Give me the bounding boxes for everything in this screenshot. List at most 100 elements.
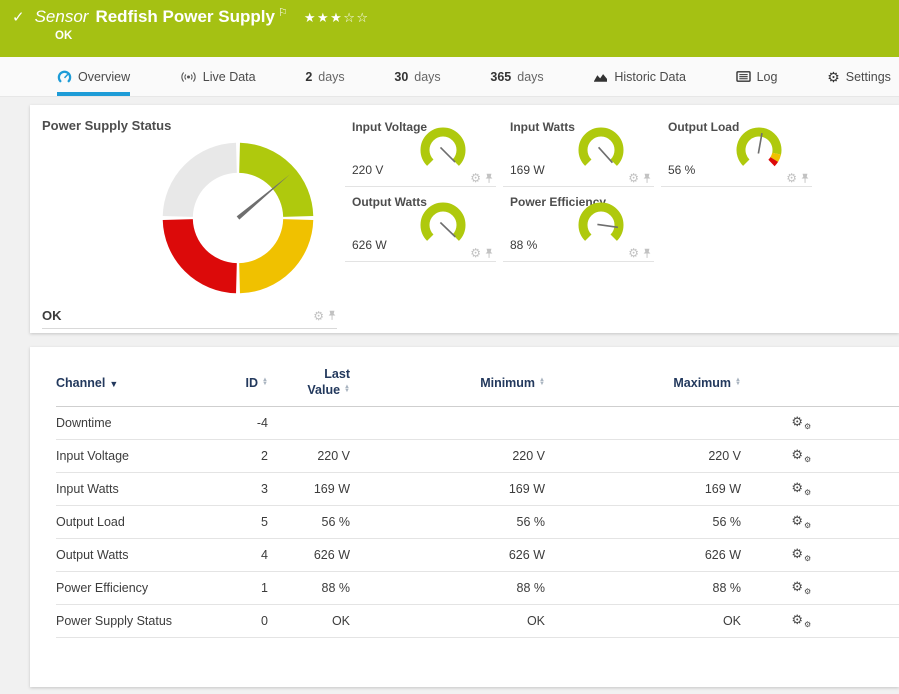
table-row: Downtime -4 ⚙ ⚙ bbox=[56, 407, 899, 440]
cell-channel: Power Supply Status bbox=[56, 614, 173, 628]
gauge-tile: Output Load 56 % ⚙ bbox=[661, 112, 812, 187]
table-header-row: Channel ▼ ID ▲ ▼ Last Value ▲ ▼ Minimum ▲ ▼ Max… bbox=[56, 359, 899, 407]
col-header-maximum[interactable]: Maximum ▲ ▼ bbox=[673, 375, 741, 390]
col-header-last-value[interactable]: Last Value ▲ ▼ bbox=[307, 366, 350, 397]
sort-icon: ▲ ▼ bbox=[735, 377, 741, 388]
cell-id: 2 bbox=[261, 449, 268, 463]
gauge-settings-gear-icon[interactable]: ⚙ bbox=[470, 246, 481, 260]
col-header-minimum[interactable]: Minimum ▲ ▼ bbox=[480, 375, 545, 390]
pin-icon[interactable] bbox=[642, 248, 652, 259]
sensor-header: ✓ Sensor Redfish Power Supply ⚐ ★★★☆☆ OK bbox=[0, 0, 899, 57]
gauge-settings-gear-icon[interactable]: ⚙ bbox=[628, 171, 639, 185]
tab-historic-data[interactable]: Historic Data bbox=[593, 57, 686, 96]
gauge-tile-label: Input Watts bbox=[510, 120, 575, 134]
cell-channel: Downtime bbox=[56, 416, 112, 430]
cell-channel: Power Efficiency bbox=[56, 581, 149, 595]
gauge-tile-value: 88 % bbox=[510, 238, 538, 252]
status-gauge-tile: Power Supply Status OK ⚙ bbox=[30, 105, 345, 333]
tab-365-days[interactable]: 365 days bbox=[490, 69, 544, 84]
gear-icon: ⚙ bbox=[827, 68, 840, 85]
sensor-status-text: OK bbox=[55, 30, 73, 42]
tab-2-days[interactable]: 2 days bbox=[305, 69, 345, 84]
gauge-tile: Output Watts 626 W ⚙ bbox=[345, 187, 496, 262]
gauge-tile-value: 626 W bbox=[352, 238, 387, 252]
cell-channel: Output Load bbox=[56, 515, 125, 529]
priority-stars[interactable]: ★★★☆☆ bbox=[303, 10, 370, 25]
gauge-icon bbox=[57, 69, 72, 84]
cell-minimum: 169 W bbox=[508, 482, 545, 496]
table-row: Power Efficiency 1 88 % 88 % 88 % ⚙ ⚙ bbox=[56, 572, 899, 605]
cell-last-value: 88 % bbox=[321, 581, 351, 595]
cell-minimum: 56 % bbox=[516, 515, 546, 529]
sort-icon: ▲ ▼ bbox=[344, 384, 350, 395]
gauge-tile-value: 220 V bbox=[352, 163, 384, 177]
gauge-settings-gear-icon[interactable]: ⚙ bbox=[786, 171, 797, 185]
pin-icon[interactable] bbox=[642, 173, 652, 184]
cell-minimum: OK bbox=[526, 614, 545, 628]
cell-last-value: 169 W bbox=[313, 482, 350, 496]
tab-log[interactable]: Log bbox=[735, 57, 777, 96]
status-gauge bbox=[162, 142, 314, 294]
cell-minimum: 220 V bbox=[512, 449, 545, 463]
cell-maximum: 169 W bbox=[704, 482, 741, 496]
content-area: Power Supply Status OK ⚙ Input Voltage bbox=[0, 97, 899, 687]
cell-last-value: 220 V bbox=[317, 449, 350, 463]
tab-30-days[interactable]: 30 days bbox=[394, 69, 441, 84]
pin-icon[interactable] bbox=[484, 173, 494, 184]
gauge-tile: Input Voltage 220 V ⚙ bbox=[345, 112, 496, 187]
sort-icon: ▲ ▼ bbox=[539, 377, 545, 388]
gauges-panel: Power Supply Status OK ⚙ Input Voltage bbox=[30, 105, 899, 333]
channels-panel: Channel ▼ ID ▲ ▼ Last Value ▲ ▼ Minimum ▲ ▼ Max… bbox=[30, 347, 899, 687]
col-header-id[interactable]: ID ▲ ▼ bbox=[245, 375, 268, 390]
gauge-tile-label: Input Voltage bbox=[352, 120, 428, 134]
gauge-settings-gear-icon[interactable]: ⚙ bbox=[628, 246, 639, 260]
mini-gauge bbox=[574, 123, 628, 182]
pin-icon[interactable] bbox=[327, 310, 337, 321]
table-row: Input Voltage 2 220 V 220 V 220 V ⚙ ⚙ bbox=[56, 440, 899, 473]
gauge-settings-gear-icon[interactable]: ⚙ bbox=[313, 308, 324, 323]
cell-channel: Input Watts bbox=[56, 482, 119, 496]
tab-bar: Overview Live Data 2 days 30 days 365 da… bbox=[0, 57, 899, 97]
col-header-channel[interactable]: Channel ▼ bbox=[56, 375, 119, 390]
gauge-tile: Input Watts 169 W ⚙ bbox=[503, 112, 654, 187]
cell-id: 1 bbox=[261, 581, 268, 595]
pin-icon[interactable] bbox=[484, 248, 494, 259]
cell-last-value: 626 W bbox=[313, 548, 350, 562]
cell-maximum: 56 % bbox=[712, 515, 742, 529]
flag-icon[interactable]: ⚐ bbox=[277, 7, 288, 19]
sort-desc-icon: ▼ bbox=[109, 378, 119, 389]
gauge-tile-label: Power Efficiency bbox=[510, 195, 607, 209]
tab-overview[interactable]: Overview bbox=[57, 57, 131, 96]
cell-id: 4 bbox=[261, 548, 268, 562]
cell-last-value: OK bbox=[331, 614, 350, 628]
table-row: Power Supply Status 0 OK OK OK ⚙ ⚙ bbox=[56, 605, 899, 638]
status-check-icon: ✓ bbox=[12, 9, 25, 26]
table-body: Downtime -4 ⚙ ⚙ Input Voltage 2 220 V 220… bbox=[56, 407, 899, 638]
area-chart-icon bbox=[593, 70, 608, 83]
gauge-tile-value: 169 W bbox=[510, 163, 545, 177]
cell-channel: Output Watts bbox=[56, 548, 129, 562]
tab-live-data[interactable]: Live Data bbox=[180, 57, 256, 96]
gauge-settings-gear-icon[interactable]: ⚙ bbox=[470, 171, 481, 185]
pin-icon[interactable] bbox=[800, 173, 810, 184]
object-kind-label: Sensor bbox=[34, 7, 89, 26]
cell-maximum: 220 V bbox=[708, 449, 741, 463]
tab-settings[interactable]: ⚙ Settings bbox=[827, 68, 891, 85]
status-gauge-value: OK bbox=[42, 308, 62, 323]
cell-maximum: OK bbox=[722, 614, 741, 628]
cell-maximum: 88 % bbox=[712, 581, 742, 595]
status-gauge-needle bbox=[236, 174, 290, 220]
mini-gauge bbox=[416, 123, 470, 182]
table-row: Output Watts 4 626 W 626 W 626 W ⚙ ⚙ bbox=[56, 539, 899, 572]
channels-table: Channel ▼ ID ▲ ▼ Last Value ▲ ▼ Minimum ▲ ▼ Max… bbox=[56, 359, 899, 638]
page-title: Redfish Power Supply bbox=[95, 7, 275, 26]
table-row: Input Watts 3 169 W 169 W 169 W ⚙ ⚙ bbox=[56, 473, 899, 506]
gauge-tile-label: Output Watts bbox=[352, 195, 427, 209]
mini-gauge bbox=[416, 198, 470, 257]
table-row: Output Load 5 56 % 56 % 56 % ⚙ ⚙ bbox=[56, 506, 899, 539]
cell-minimum: 88 % bbox=[516, 581, 546, 595]
cell-id: -4 bbox=[256, 416, 268, 430]
cell-channel: Input Voltage bbox=[56, 449, 129, 463]
broadcast-icon bbox=[180, 70, 197, 84]
cell-id: 3 bbox=[261, 482, 268, 496]
